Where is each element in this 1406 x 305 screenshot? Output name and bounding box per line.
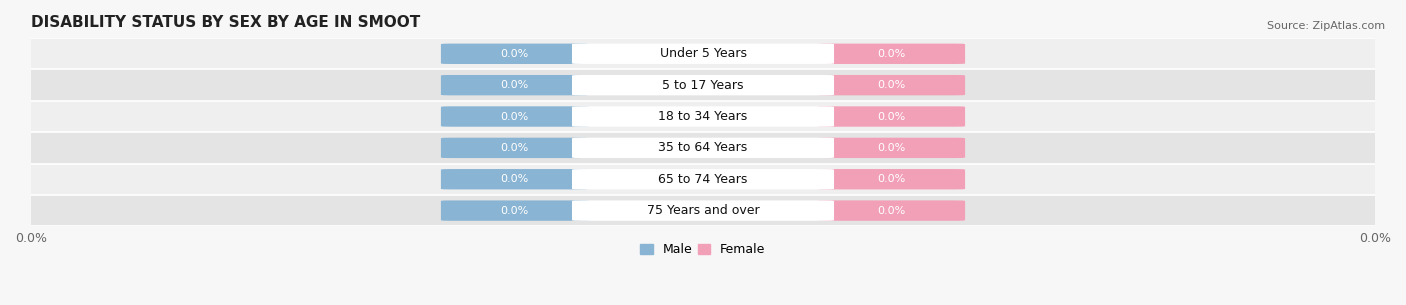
- Text: Under 5 Years: Under 5 Years: [659, 47, 747, 60]
- FancyBboxPatch shape: [572, 169, 834, 189]
- FancyBboxPatch shape: [441, 200, 589, 221]
- Text: 0.0%: 0.0%: [501, 174, 529, 184]
- FancyBboxPatch shape: [441, 75, 589, 95]
- FancyBboxPatch shape: [441, 106, 589, 127]
- Text: 0.0%: 0.0%: [877, 143, 905, 153]
- Bar: [31, 101, 1375, 132]
- Text: 0.0%: 0.0%: [877, 49, 905, 59]
- Text: 75 Years and over: 75 Years and over: [647, 204, 759, 217]
- FancyBboxPatch shape: [441, 138, 589, 158]
- FancyBboxPatch shape: [572, 200, 834, 221]
- FancyBboxPatch shape: [441, 44, 589, 64]
- Text: 0.0%: 0.0%: [877, 112, 905, 121]
- Legend: Male, Female: Male, Female: [636, 239, 770, 261]
- FancyBboxPatch shape: [572, 75, 834, 95]
- FancyBboxPatch shape: [817, 138, 965, 158]
- Text: 0.0%: 0.0%: [877, 206, 905, 216]
- FancyBboxPatch shape: [572, 44, 834, 64]
- Text: 0.0%: 0.0%: [877, 80, 905, 90]
- Text: 5 to 17 Years: 5 to 17 Years: [662, 79, 744, 92]
- Text: 0.0%: 0.0%: [501, 49, 529, 59]
- Text: 0.0%: 0.0%: [501, 80, 529, 90]
- Bar: [31, 38, 1375, 70]
- FancyBboxPatch shape: [441, 169, 589, 189]
- Bar: [31, 70, 1375, 101]
- FancyBboxPatch shape: [572, 138, 834, 158]
- Text: 65 to 74 Years: 65 to 74 Years: [658, 173, 748, 186]
- Text: Source: ZipAtlas.com: Source: ZipAtlas.com: [1267, 21, 1385, 31]
- FancyBboxPatch shape: [572, 106, 834, 127]
- Text: 0.0%: 0.0%: [501, 112, 529, 121]
- FancyBboxPatch shape: [817, 169, 965, 189]
- Text: 0.0%: 0.0%: [501, 143, 529, 153]
- Text: 0.0%: 0.0%: [501, 206, 529, 216]
- Text: 0.0%: 0.0%: [877, 174, 905, 184]
- Text: 35 to 64 Years: 35 to 64 Years: [658, 142, 748, 154]
- FancyBboxPatch shape: [817, 200, 965, 221]
- FancyBboxPatch shape: [817, 44, 965, 64]
- FancyBboxPatch shape: [817, 106, 965, 127]
- Bar: [31, 132, 1375, 163]
- Text: 18 to 34 Years: 18 to 34 Years: [658, 110, 748, 123]
- FancyBboxPatch shape: [817, 75, 965, 95]
- Bar: [31, 195, 1375, 226]
- Bar: [31, 163, 1375, 195]
- Text: DISABILITY STATUS BY SEX BY AGE IN SMOOT: DISABILITY STATUS BY SEX BY AGE IN SMOOT: [31, 15, 420, 30]
